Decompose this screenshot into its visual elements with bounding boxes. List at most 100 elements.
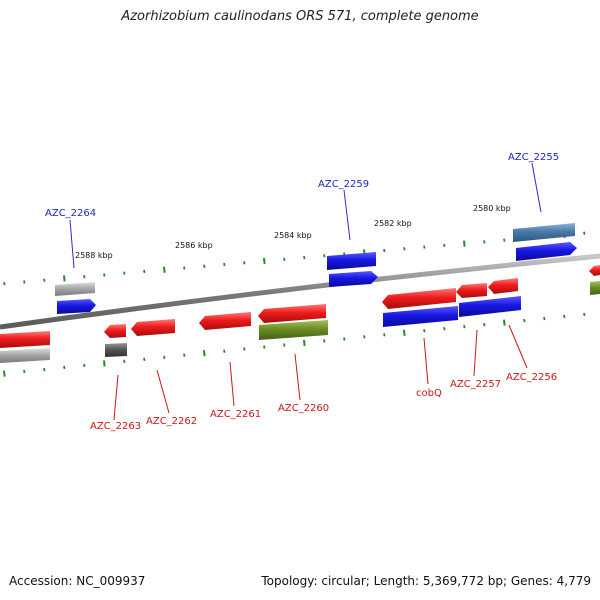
gene-azc-2264-gray[interactable] (55, 282, 95, 296)
kbp-label-2582: 2582 kbp (374, 219, 412, 228)
gene-azc-2263-red[interactable] (104, 324, 126, 338)
tick-inner-5 (103, 360, 106, 367)
label-azc-2263: AZC_2263 (90, 421, 141, 432)
tick-outer-20 (403, 247, 406, 251)
gene-azc-2256[interactable] (488, 278, 518, 294)
tick-inner-22 (443, 327, 446, 331)
gene-cobq-red[interactable] (382, 288, 456, 309)
tick-inner-6 (123, 359, 126, 364)
tick-inner-18 (363, 335, 366, 339)
gene-azc-2255[interactable] (516, 242, 577, 261)
kbp-label-2588: 2588 kbp (75, 251, 113, 260)
tick-outer-16 (323, 254, 326, 258)
tick-outer-1 (23, 280, 26, 284)
tick-inner-27 (543, 316, 546, 321)
tick-inner-7 (143, 357, 146, 361)
accession-text: Accession: NC_009937 (9, 574, 146, 588)
kbp-label-2586: 2586 kbp (175, 241, 213, 250)
gene-cobq[interactable] (383, 306, 458, 327)
label-azc-2257: AZC_2257 (450, 379, 501, 390)
tick-outer-8 (163, 266, 166, 273)
tick-inner-29 (583, 312, 586, 317)
kbp-label-2580: 2580 kbp (473, 204, 511, 213)
gene-azc-2259-a[interactable] (327, 252, 376, 270)
tick-outer-15 (303, 255, 306, 260)
tick-inner-10 (203, 350, 206, 357)
gene-azc-2260-red[interactable] (258, 304, 326, 323)
tick-inner-1 (23, 369, 26, 374)
tick-outer-25 (503, 238, 506, 242)
tick-inner-11 (223, 349, 226, 353)
tick-inner-15 (303, 339, 306, 347)
tick-outer-7 (143, 269, 146, 274)
tick-outer-3 (63, 275, 66, 282)
gene-azc-2255-steel[interactable] (513, 223, 575, 242)
tick-outer-24 (483, 240, 486, 244)
gene-azc-2260[interactable] (259, 320, 328, 340)
tick-outer-5 (103, 273, 106, 277)
label-azc-2262: AZC_2262 (146, 416, 197, 427)
leader-lines-blue (69, 162, 542, 269)
tick-outer-9 (183, 266, 186, 270)
tick-inner-12 (243, 347, 246, 351)
label-azc-2256: AZC_2256 (506, 372, 557, 383)
tick-outer-22 (443, 243, 446, 248)
kbp-label-2584: 2584 kbp (274, 231, 312, 240)
label-azc-2261: AZC_2261 (210, 409, 261, 420)
label-azc-2255: AZC_2255 (508, 152, 559, 163)
tick-outer-29 (583, 231, 586, 235)
gene-left-red[interactable] (0, 331, 50, 348)
map-title: Azorhizobium caulinodans ORS 571, comple… (121, 9, 479, 24)
gene-azc-2257-red[interactable] (456, 283, 487, 298)
gene-azc-2261[interactable] (199, 312, 251, 330)
gene-left-gray[interactable] (0, 348, 50, 363)
gene-azc-2259-b[interactable] (329, 271, 378, 287)
tick-outer-10 (203, 264, 206, 268)
tick-outer-12 (243, 261, 246, 265)
label-azc-2259: AZC_2259 (318, 179, 369, 190)
gene-azc-2263-dark[interactable] (105, 343, 127, 357)
tick-inner-21 (423, 329, 426, 333)
tick-inner-24 (483, 322, 486, 327)
tick-inner-14 (283, 343, 286, 347)
tick-outer-13 (263, 257, 266, 265)
label-azc-2260: AZC_2260 (278, 403, 329, 414)
gene-azc-2264[interactable] (57, 299, 96, 314)
tick-inner-2 (43, 367, 46, 372)
tick-inner-0 (3, 370, 6, 377)
tick-inner-16 (323, 339, 326, 343)
tick-outer-2 (43, 278, 46, 282)
tick-inner-4 (83, 363, 86, 368)
tick-inner-25 (503, 319, 506, 326)
tick-inner-26 (523, 318, 526, 323)
genome-backbone (0, 253, 600, 330)
tick-inner-17 (343, 337, 346, 341)
tick-outer-19 (383, 248, 386, 253)
tick-outer-6 (123, 271, 126, 275)
tick-inner-3 (63, 365, 66, 370)
tick-inner-8 (163, 355, 166, 359)
tick-outer-4 (83, 275, 86, 279)
tick-inner-23 (463, 324, 466, 329)
tick-inner-13 (263, 345, 266, 349)
tick-outer-11 (223, 262, 226, 267)
genome-summary-text: Topology: circular; Length: 5,369,772 bp… (261, 574, 591, 588)
tick-outer-0 (3, 281, 6, 286)
tick-inner-20 (403, 329, 406, 336)
gene-edge-olive-right[interactable] (590, 281, 600, 295)
tick-inner-9 (183, 353, 186, 357)
label-azc-2264: AZC_2264 (45, 208, 96, 219)
label-cobq: cobQ (416, 388, 442, 399)
tick-inner-19 (383, 333, 386, 337)
tick-outer-21 (423, 245, 426, 249)
tick-outer-14 (283, 257, 286, 261)
leader-lines-red (113, 324, 528, 421)
gene-azc-2262[interactable] (131, 319, 175, 336)
tick-inner-28 (563, 314, 566, 319)
gene-azc-2257[interactable] (459, 296, 521, 317)
tick-row-inner (3, 312, 586, 377)
tick-outer-23 (463, 240, 466, 247)
gene-edge-red-right[interactable] (589, 265, 600, 276)
